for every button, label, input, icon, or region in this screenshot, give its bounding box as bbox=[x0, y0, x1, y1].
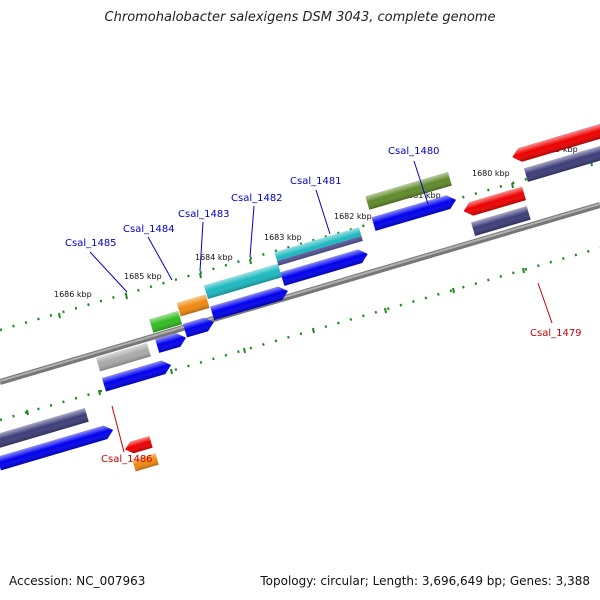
connector-1483 bbox=[199, 221, 204, 272]
scale-label-1684: 1684 kbp bbox=[195, 253, 233, 262]
gene-label-csal-1482[interactable]: Csal_1482 bbox=[231, 193, 283, 204]
cds-arrow-1480 bbox=[371, 195, 457, 231]
scale-label-1686: 1686 kbp bbox=[54, 290, 92, 299]
outer-ruler bbox=[0, 156, 600, 332]
map-title: Chromohalobacter salexigens DSM 3043, co… bbox=[104, 10, 496, 25]
feature-cyan-1482 bbox=[204, 263, 282, 299]
feature-orange-1483 bbox=[176, 294, 210, 317]
genome-summary-text: Topology: circular; Length: 3,696,649 bp… bbox=[260, 574, 590, 588]
gene-label-csal-1481[interactable]: Csal_1481 bbox=[290, 176, 342, 187]
label-connectors bbox=[89, 160, 553, 453]
cds-arrow-1484 bbox=[155, 333, 187, 353]
connector-1484 bbox=[147, 236, 173, 281]
feature-red-1486 bbox=[125, 436, 153, 454]
feature-orange-1486 bbox=[132, 453, 159, 472]
feature-olive-1480 bbox=[365, 172, 452, 210]
gene-label-csal-1485[interactable]: Csal_1485 bbox=[65, 238, 117, 249]
connector-1486 bbox=[111, 405, 125, 453]
gene-label-csal-1486[interactable]: Csal_1486 bbox=[101, 454, 153, 465]
accession-text: Accession: NC_007963 bbox=[9, 574, 146, 588]
cds-arrow-1483 bbox=[183, 317, 214, 338]
feature-red-right-edge bbox=[512, 120, 600, 162]
connector-1485 bbox=[89, 251, 128, 293]
cds-arrow-1481 bbox=[280, 249, 368, 286]
gene-labels: Csal_1480 Csal_1481 Csal_1482 Csal_1483 … bbox=[65, 146, 582, 465]
gene-label-csal-1484[interactable]: Csal_1484 bbox=[123, 224, 175, 235]
connector-1480 bbox=[413, 160, 429, 205]
scale-label-1680: 1680 kbp bbox=[472, 169, 510, 178]
connector-1479 bbox=[537, 282, 553, 324]
feature-red-1479 bbox=[463, 186, 526, 216]
connector-1481 bbox=[315, 189, 331, 235]
genome-backbone bbox=[0, 202, 600, 385]
feature-purple-1479 bbox=[471, 206, 531, 236]
feature-gray-1485 bbox=[96, 342, 151, 372]
ruler-major-ticks bbox=[26, 160, 593, 416]
gene-label-csal-1483[interactable]: Csal_1483 bbox=[178, 209, 230, 220]
feature-green-1484 bbox=[149, 310, 183, 333]
cds-arrow-far-left bbox=[0, 425, 114, 471]
cds-arrow-1482 bbox=[210, 286, 288, 321]
gene-label-csal-1480[interactable]: Csal_1480 bbox=[388, 146, 440, 157]
gene-label-csal-1479[interactable]: Csal_1479 bbox=[530, 328, 582, 339]
cds-arrow-1485 bbox=[101, 360, 172, 392]
feature-purple-right-edge bbox=[523, 140, 600, 182]
scale-label-1682: 1682 kbp bbox=[334, 212, 372, 221]
feature-purple-far-left bbox=[0, 408, 89, 450]
scale-label-1685: 1685 kbp bbox=[124, 272, 162, 281]
feature-cyan-purple-1481 bbox=[274, 227, 363, 266]
scale-label-1683: 1683 kbp bbox=[264, 233, 302, 242]
scale-label-1681: 1681 kbp bbox=[403, 191, 441, 200]
connector-1482 bbox=[249, 205, 255, 258]
